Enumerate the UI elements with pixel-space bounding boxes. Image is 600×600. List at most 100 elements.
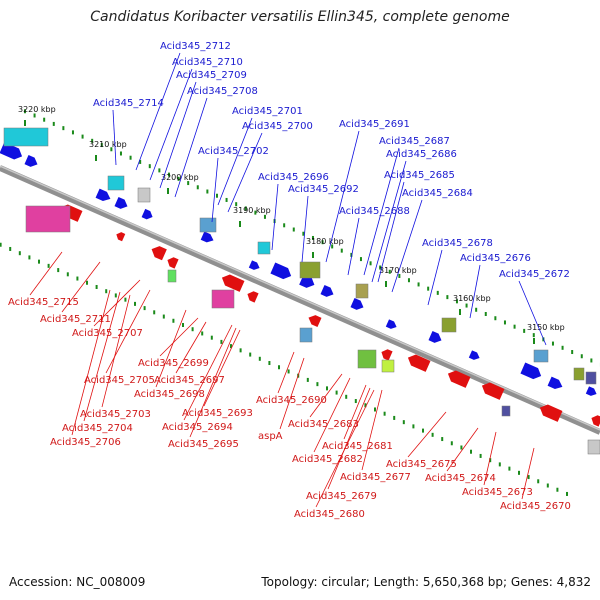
scale-tick	[388, 269, 391, 274]
reverse-label-leader	[407, 411, 447, 458]
reverse-gene-label: Acid345_2670	[500, 501, 571, 512]
scale-tick	[38, 259, 41, 264]
reverse-label-leader	[189, 327, 237, 438]
forward-label-leader	[427, 249, 443, 306]
scale-tick	[47, 263, 50, 268]
reverse-gene-label: Acid345_2698	[134, 389, 205, 400]
reverse-label-leader	[279, 357, 305, 430]
reverse-gene-label: Acid345_2697	[154, 375, 225, 386]
forward-gene-label: Acid345_2701	[232, 106, 303, 117]
feature-block	[107, 175, 125, 191]
forward-gene-arrow	[585, 386, 597, 396]
reverse-label-leader	[483, 431, 497, 486]
scale-tick	[162, 314, 165, 319]
scale-tick	[283, 223, 286, 228]
forward-label-leader	[135, 52, 181, 171]
feature-block	[355, 283, 369, 299]
scale-tick	[134, 301, 137, 306]
scale-tick	[201, 331, 204, 336]
forward-label-leader	[227, 132, 263, 213]
forward-gene-arrow	[24, 155, 38, 167]
reverse-gene-arrow	[167, 257, 179, 269]
scale-tick-label: 3200 kbp	[161, 173, 199, 182]
reverse-label-leader	[155, 309, 187, 388]
forward-label-leader	[469, 264, 481, 319]
reverse-gene-label: Acid345_2699	[138, 358, 209, 369]
forward-gene-label: Acid345_2686	[386, 149, 457, 160]
feature-block	[25, 205, 71, 233]
scale-tick	[66, 272, 69, 277]
scale-tick	[177, 176, 180, 181]
scale-tick	[306, 377, 309, 382]
scale-tick	[494, 316, 497, 321]
scale-tick	[100, 143, 103, 148]
forward-label-leader	[377, 181, 405, 283]
scale-tick	[143, 306, 146, 311]
scale-tick	[316, 382, 319, 387]
forward-label-leader	[347, 217, 360, 276]
forward-gene-label: Acid345_2678	[422, 238, 493, 249]
feature-block	[199, 217, 217, 233]
reverse-gene-arrow	[539, 404, 563, 422]
scale-tick	[249, 352, 252, 357]
scale-tick	[43, 117, 46, 122]
reverse-gene-label: Acid345_2674	[425, 473, 496, 484]
reverse-gene-label: Acid345_2673	[462, 487, 533, 498]
scale-tick	[417, 282, 420, 287]
scale-tick-mark	[24, 120, 26, 126]
scale-tick	[258, 356, 261, 361]
forward-gene-label: Acid345_2710	[172, 57, 243, 68]
reverse-gene-label: Acid345_2707	[72, 328, 143, 339]
reverse-gene-label: aspA	[258, 431, 283, 442]
reverse-label-leader	[446, 427, 479, 472]
forward-gene-label: Acid345_2685	[384, 170, 455, 181]
scale-tick	[551, 341, 554, 346]
reverse-gene-label: Acid345_2683	[288, 419, 359, 430]
feature-block	[533, 349, 549, 363]
scale-tick	[498, 462, 501, 467]
scale-tick-mark	[95, 155, 97, 161]
reverse-gene-arrow	[116, 232, 126, 242]
scale-tick	[105, 289, 108, 294]
feature-block	[299, 261, 321, 279]
forward-gene-arrow	[320, 285, 334, 297]
scale-tick	[18, 251, 21, 256]
scale-tick-label: 3190 kbp	[233, 206, 271, 215]
reverse-label-leader	[327, 387, 371, 490]
scale-tick	[167, 172, 170, 177]
reverse-label-leader	[29, 251, 63, 296]
scale-tick	[71, 130, 74, 135]
reverse-gene-arrow	[151, 246, 167, 261]
scale-tick	[571, 350, 574, 355]
forward-gene-arrow	[547, 376, 563, 389]
reverse-gene-label: Acid345_2705	[84, 375, 155, 386]
accession-text: Accession: NC_008009	[9, 575, 146, 589]
scale-tick	[335, 390, 338, 395]
scale-tick	[374, 407, 377, 412]
reverse-gene-label: Acid345_2711	[40, 314, 111, 325]
forward-gene-label: Acid345_2700	[242, 121, 313, 132]
reverse-gene-arrow	[591, 415, 600, 427]
forward-gene-label: Acid345_2696	[258, 172, 329, 183]
forward-gene-label: Acid345_2709	[176, 70, 247, 81]
scale-tick-label: 3210 kbp	[89, 140, 127, 149]
reverse-label-leader	[203, 329, 241, 407]
scale-tick	[523, 328, 526, 333]
scale-tick	[311, 235, 314, 240]
reverse-gene-arrow	[481, 382, 505, 400]
scale-tick	[23, 109, 26, 114]
scale-tick-mark	[239, 221, 241, 227]
reverse-gene-label: Acid345_2703	[80, 409, 151, 420]
reverse-label-leader	[521, 447, 535, 500]
forward-gene-label: Acid345_2687	[379, 136, 450, 147]
reverse-gene-label: Acid345_2677	[340, 472, 411, 483]
scale-tick	[561, 345, 564, 350]
scale-tick	[225, 197, 228, 202]
reverse-gene-label: Acid345_2693	[182, 408, 253, 419]
scale-tick	[369, 261, 372, 266]
forward-gene-label: Acid345_2672	[499, 269, 570, 280]
scale-tick	[446, 295, 449, 300]
scale-tick	[239, 348, 242, 353]
scale-tick	[119, 151, 122, 156]
